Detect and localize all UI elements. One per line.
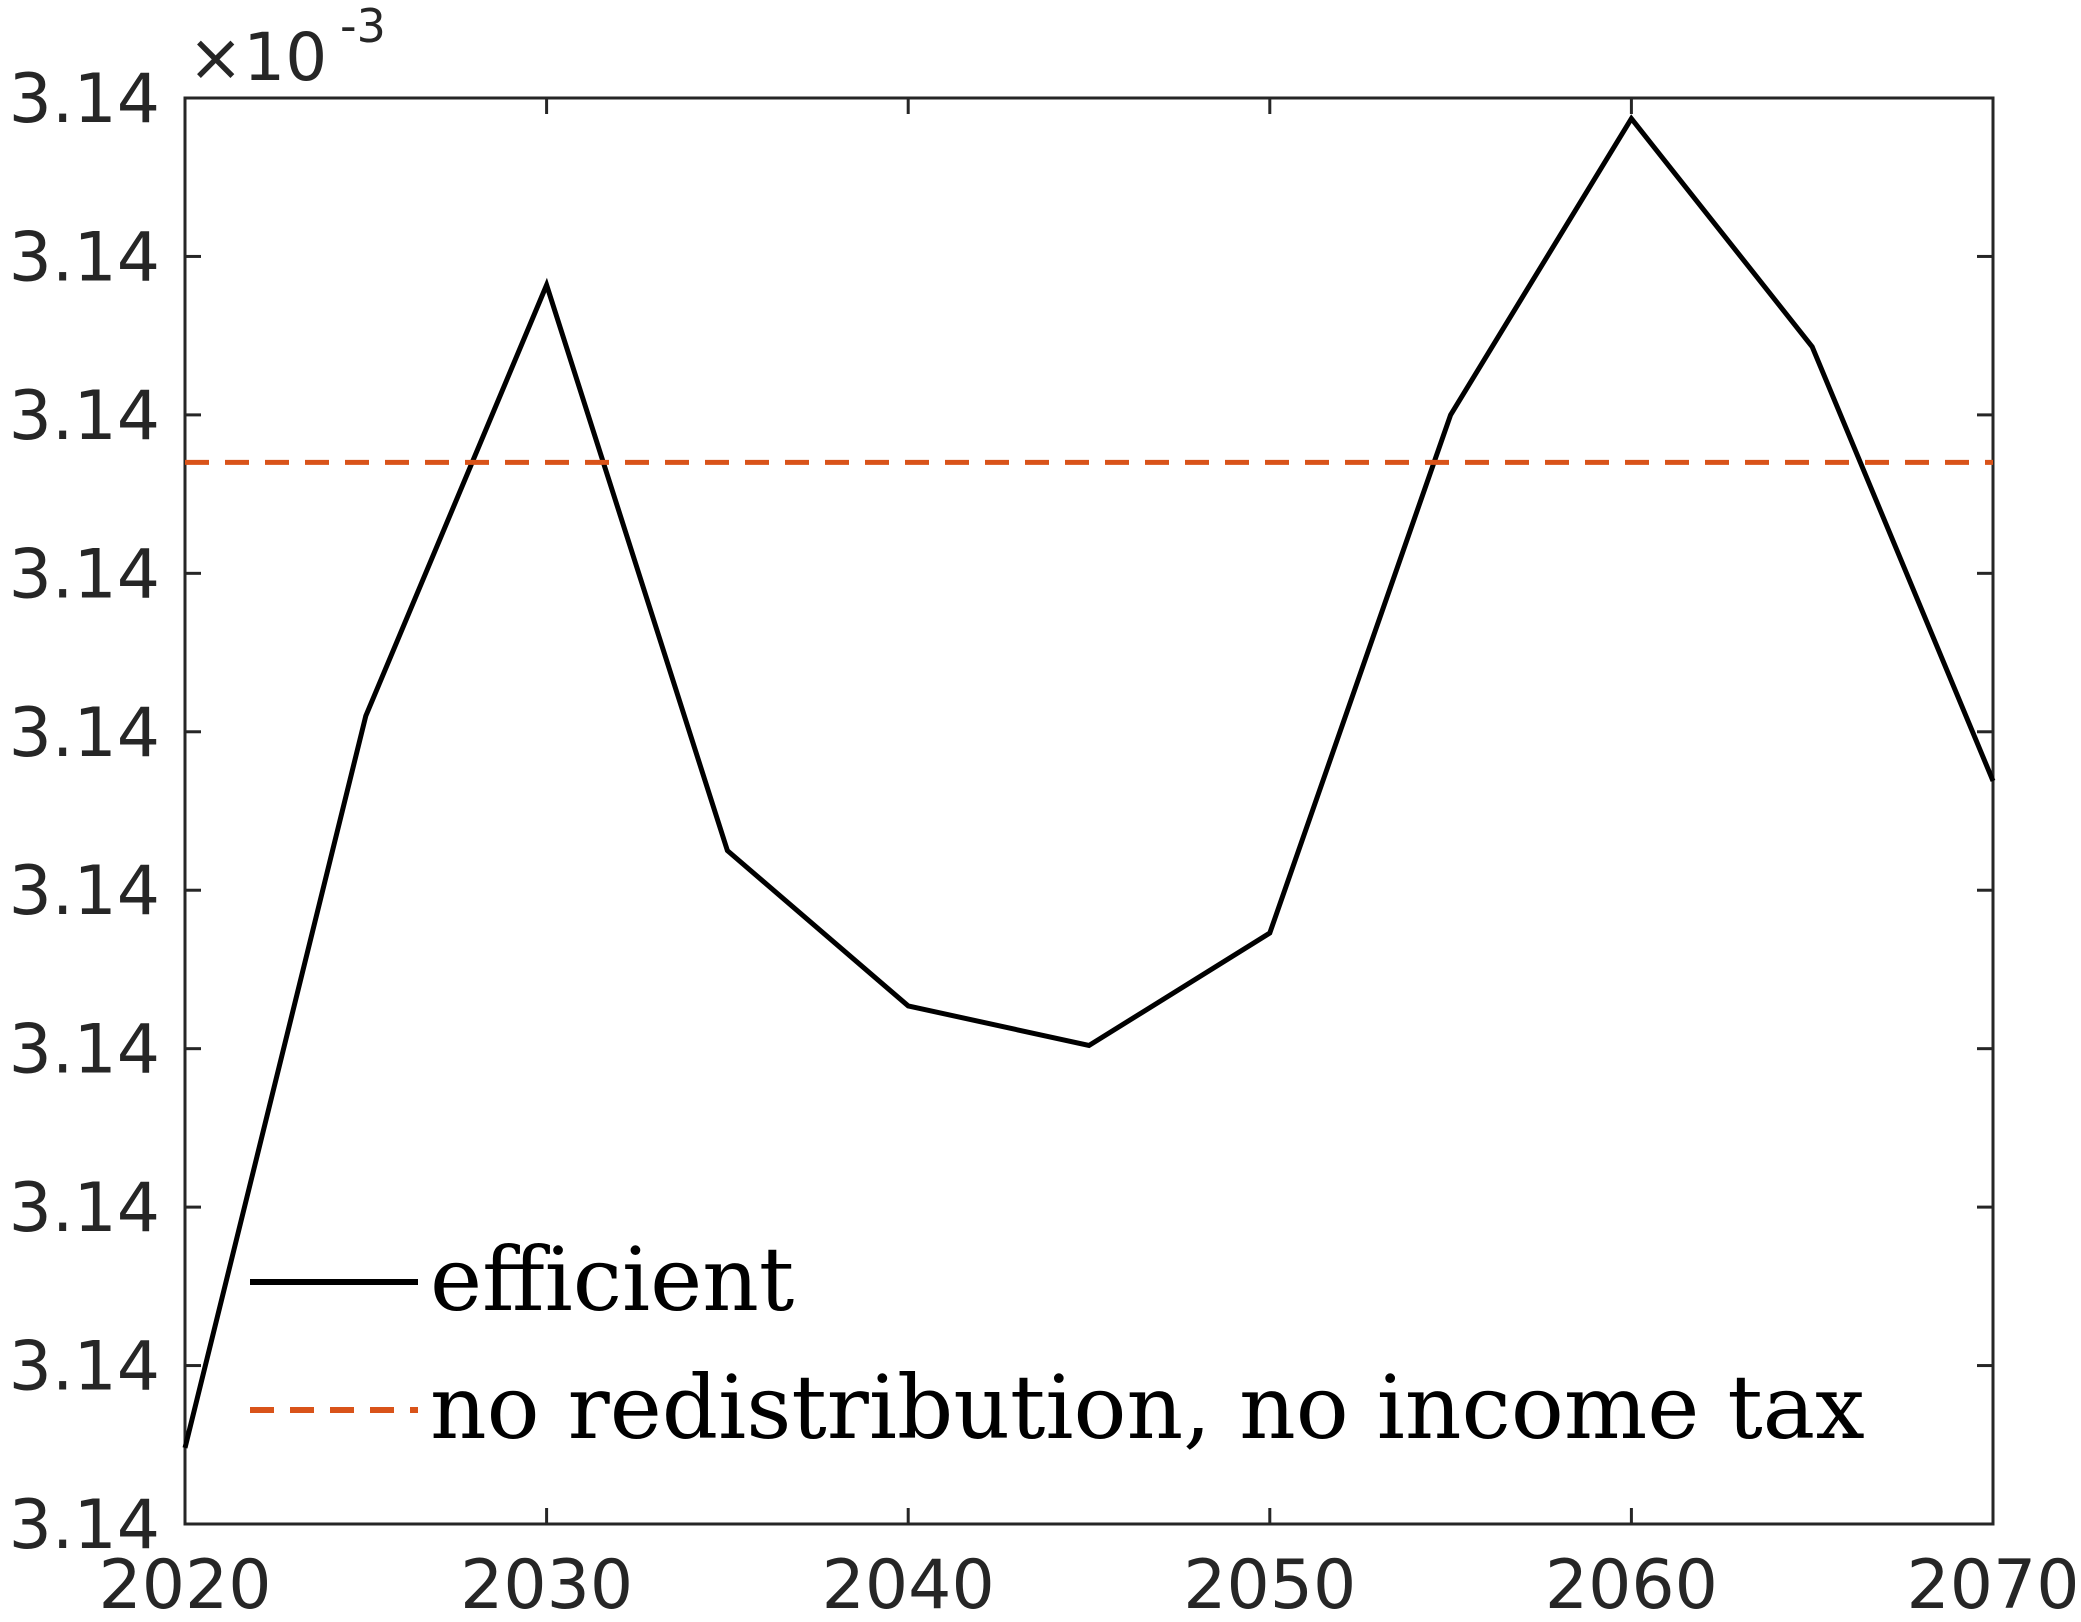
x-tick-label: 2020	[98, 1546, 271, 1622]
series-layer	[182, 114, 1996, 1449]
y-tick-label: 3.14	[9, 1169, 160, 1248]
legend-label-efficient: efficient	[430, 1228, 794, 1331]
plot-area	[182, 96, 1996, 1526]
y-exponent-base: ×10	[188, 19, 327, 96]
series-line-efficient	[182, 114, 1996, 1449]
x-tick-label: 2030	[460, 1546, 633, 1622]
x-tick-labels: 2020 2030 2040 2050 2060 2070	[98, 1546, 2079, 1622]
legend-label-no-redistribution: no redistribution, no income tax	[430, 1356, 1865, 1459]
y-tick-label: 3.14	[9, 852, 160, 931]
y-tick-labels: 3.14 3.14 3.14 3.14 3.14 3.14 3.14 3.14 3.14 3.14	[9, 60, 160, 1565]
y-exponent-label: ×10 -3	[188, 0, 386, 96]
y-tick-label: 3.14	[9, 60, 160, 139]
y-tick-label: 3.14	[9, 694, 160, 773]
y-tick-label: 3.14	[9, 218, 160, 297]
y-tick-label: 3.14	[9, 535, 160, 614]
legend: efficient no redistribution, no income t…	[250, 1228, 1865, 1459]
x-tick-label: 2060	[1545, 1546, 1718, 1622]
y-tick-label: 3.14	[9, 1486, 160, 1565]
axes-box	[183, 96, 1995, 1526]
x-tick-label: 2050	[1183, 1546, 1356, 1622]
y-tick-label: 3.14	[9, 377, 160, 456]
y-tick-label: 3.14	[9, 1011, 160, 1090]
y-tick-label: 3.14	[9, 1328, 160, 1407]
y-exponent-power: -3	[340, 0, 386, 53]
x-tick-label: 2070	[1906, 1546, 2079, 1622]
axis-ticks	[183, 96, 1995, 1526]
x-tick-label: 2040	[822, 1546, 995, 1622]
